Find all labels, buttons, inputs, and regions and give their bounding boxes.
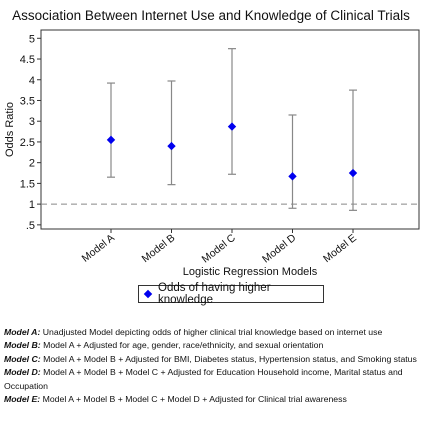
y-tick-label: 1.5 <box>20 178 35 190</box>
note-label: Model A: <box>4 327 41 337</box>
y-tick-label: 2.5 <box>20 137 35 149</box>
note-model-c: Model C: Model A + Model B + Adjusted fo… <box>4 353 420 366</box>
y-axis-title: Odds Ratio <box>4 102 16 157</box>
y-tick-label: 4 <box>29 75 35 87</box>
note-text: Model A + Adjusted for age, gender, race… <box>40 340 324 351</box>
note-label: Model D: <box>4 367 41 378</box>
data-point-diamond <box>288 172 297 181</box>
y-tick-label: 5 <box>29 33 35 45</box>
note-model-a: Model A: Unadjusted Model depicting odds… <box>4 326 420 339</box>
data-point-diamond <box>106 135 116 145</box>
legend: Odds of having higher knowledge <box>138 282 324 306</box>
note-label: Model E: <box>4 394 41 405</box>
x-tick-label: Model D <box>260 232 299 266</box>
note-model-d: Model D: Model A + Model B + Model C + A… <box>4 366 420 393</box>
y-tick-label: 2 <box>29 158 35 170</box>
y-tick-label: 3.5 <box>20 95 35 107</box>
note-text: Model A + Model B + Model C + Adjusted f… <box>4 367 403 391</box>
note-text: Model A + Model B + Model C + Model D + … <box>40 394 347 405</box>
x-tick-label: Model C <box>200 232 239 266</box>
y-tick-label: 3 <box>29 116 35 128</box>
data-point-diamond <box>167 141 176 151</box>
data-point-diamond <box>227 122 237 131</box>
chart-title: Association Between Internet Use and Kno… <box>12 8 410 23</box>
model-notes: Model A: Unadjusted Model depicting odds… <box>4 326 420 406</box>
x-axis-title: Logistic Regression Models <box>183 266 318 278</box>
note-label: Model C: <box>4 353 41 364</box>
y-tick-label: 4.5 <box>20 54 35 66</box>
note-model-b: Model B: Model A + Adjusted for age, gen… <box>4 339 420 352</box>
plot-area: .5 1 1.5 2 2.5 3 3.5 4 4.5 5 Odds Ratio Model A Mode… <box>4 29 420 278</box>
data-point-diamond <box>348 168 358 178</box>
x-tick-label: Model A <box>80 232 117 265</box>
note-label: Model B: <box>4 340 41 351</box>
x-tick-label: Model B <box>140 232 178 265</box>
note-text: Model A + Model B + Adjusted for BMI, Di… <box>40 353 417 364</box>
plot-frame <box>40 29 420 230</box>
y-tick-label: 1 <box>29 199 35 211</box>
legend-marker-diamond <box>143 289 153 299</box>
legend-label: Odds of having higher knowledge <box>158 282 271 306</box>
y-tick-label: .5 <box>26 220 35 232</box>
x-tick-label: Model E <box>321 232 359 265</box>
note-model-e: Model E: Model A + Model B + Model C + M… <box>4 393 420 406</box>
note-text: Unadjusted Model depicting odds of highe… <box>40 327 383 337</box>
